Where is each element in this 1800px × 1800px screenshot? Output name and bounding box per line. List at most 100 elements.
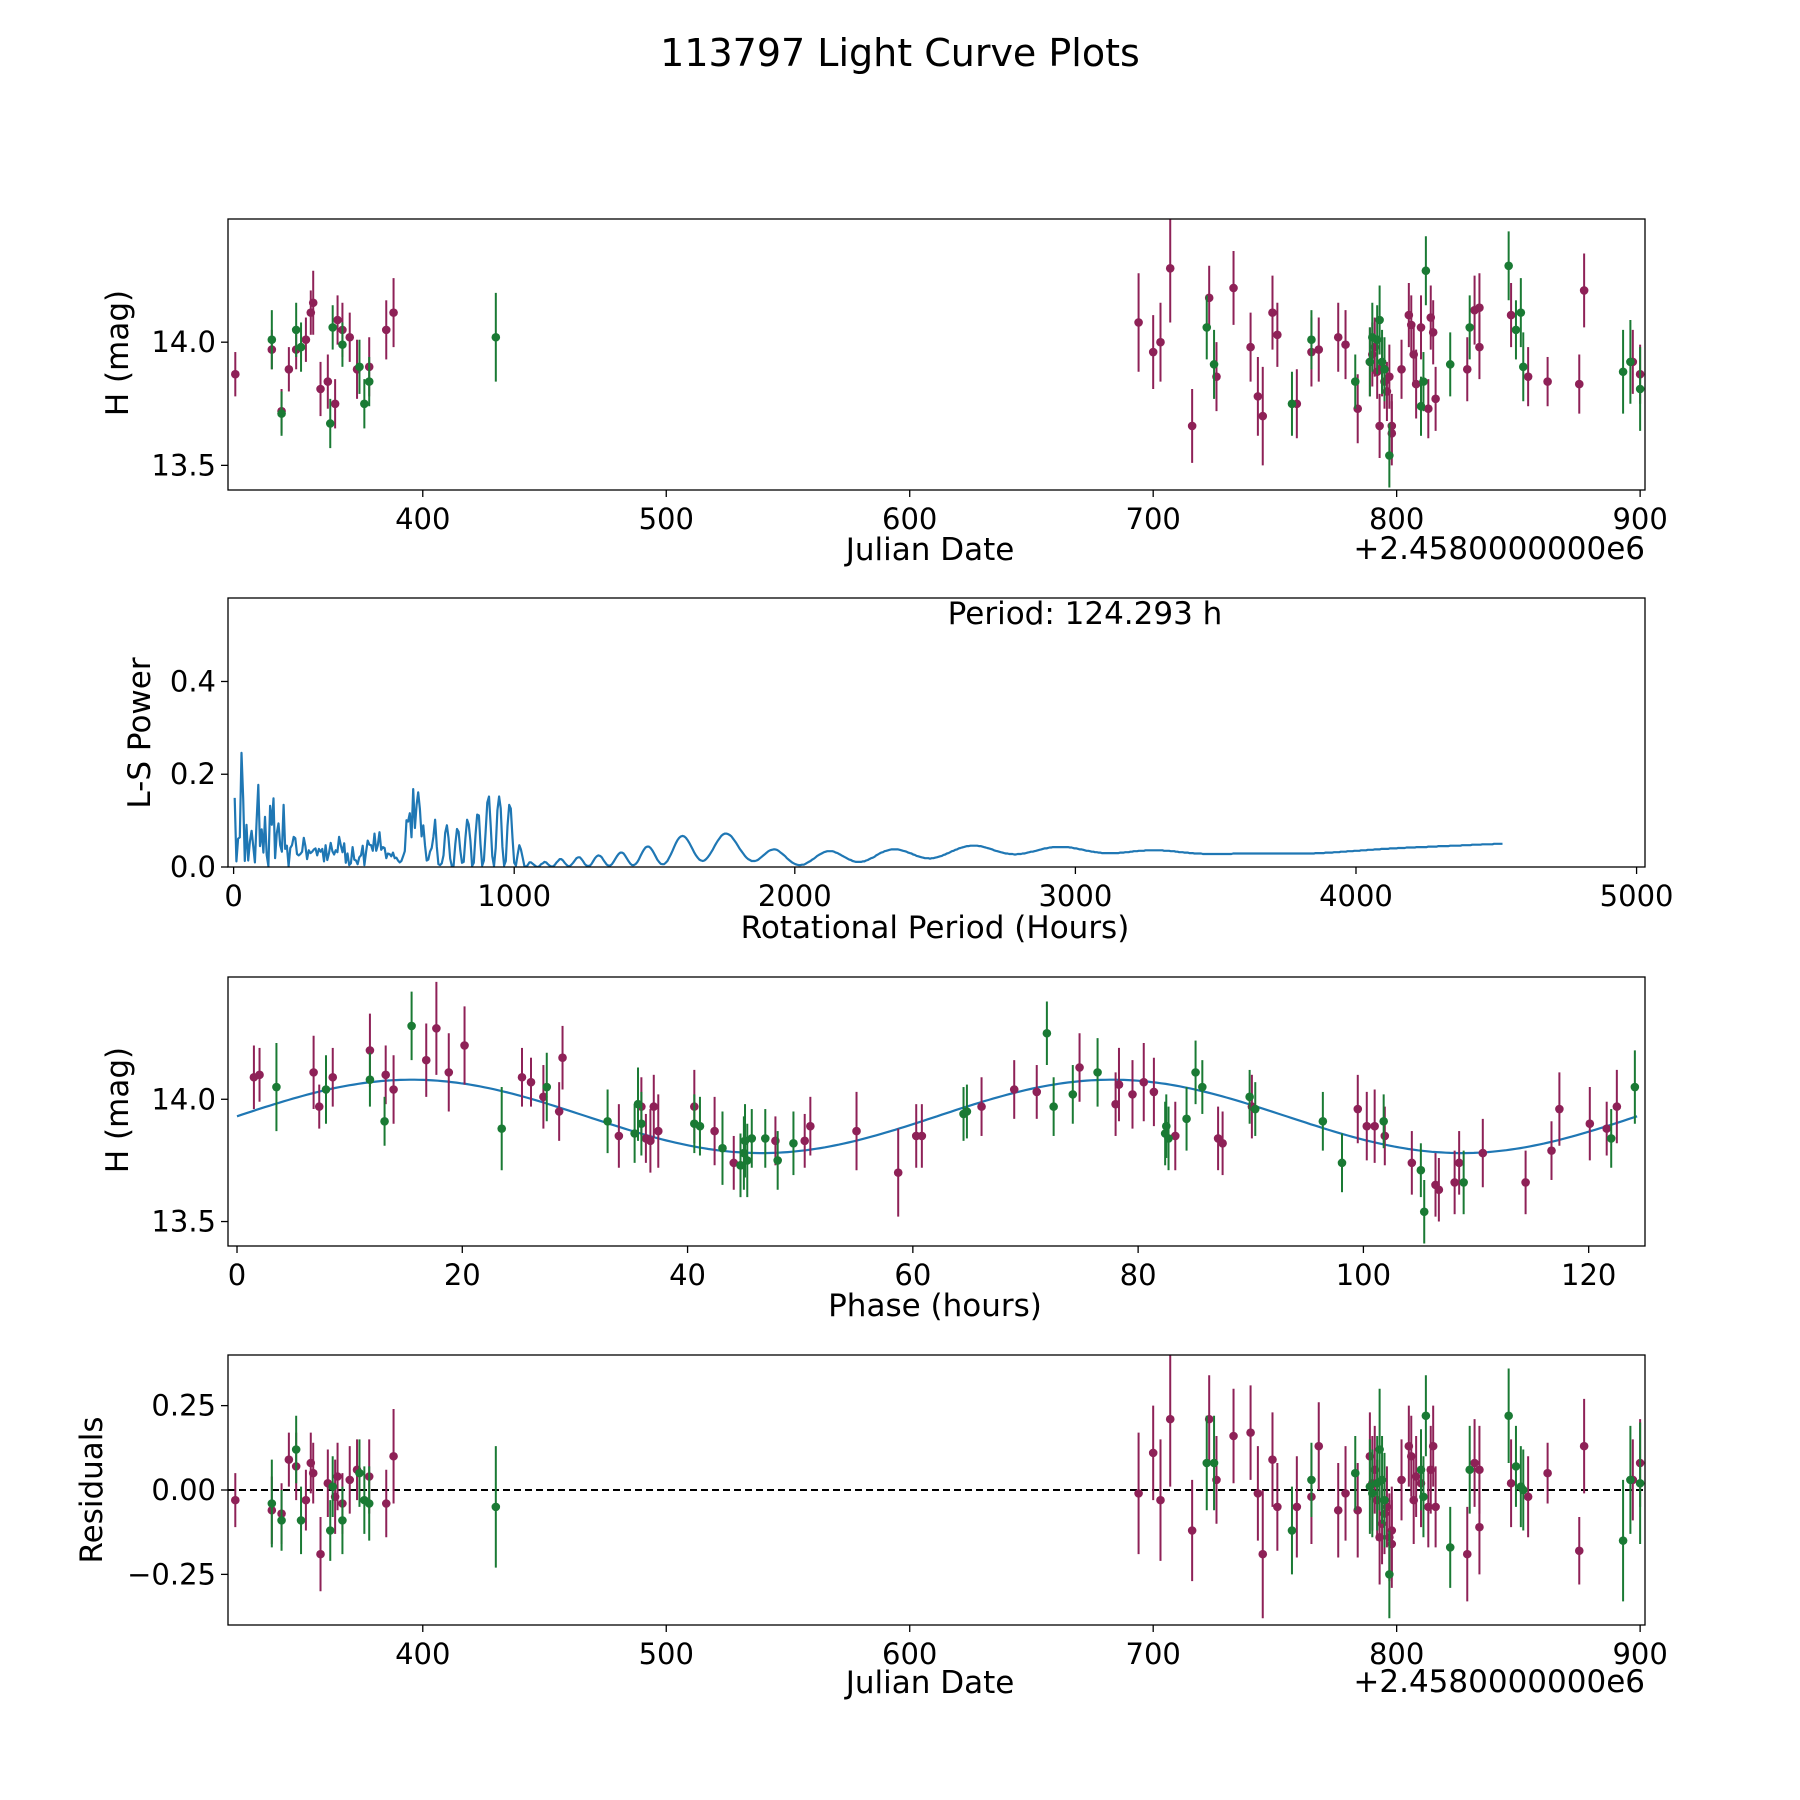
data-point bbox=[365, 1075, 375, 1085]
x-tick-label: 2000 bbox=[758, 879, 832, 913]
data-point bbox=[1268, 1455, 1277, 1464]
data-point bbox=[1187, 421, 1197, 431]
data-point bbox=[328, 323, 337, 332]
data-point bbox=[1032, 1087, 1042, 1097]
data-point bbox=[325, 1526, 335, 1535]
data-point bbox=[360, 399, 369, 409]
data-point bbox=[1156, 337, 1165, 347]
x-tick-label: 900 bbox=[1612, 502, 1667, 536]
data-point bbox=[1574, 1546, 1584, 1556]
data-point bbox=[1375, 315, 1384, 325]
data-point bbox=[649, 1102, 659, 1111]
data-point bbox=[1419, 1492, 1428, 1502]
data-point bbox=[421, 1055, 431, 1065]
data-point bbox=[1385, 1570, 1394, 1579]
data-point bbox=[1258, 411, 1268, 421]
residuals-y-label: Residuals bbox=[74, 1416, 110, 1563]
data-point bbox=[614, 1131, 624, 1141]
residuals-panel: 400 500 600 700 800 900 −0.25 0.00 0.25 Julian D… bbox=[74, 1354, 1668, 1701]
data-point bbox=[1229, 283, 1238, 293]
x-tick-label: 0 bbox=[224, 879, 242, 913]
data-point bbox=[1139, 1077, 1149, 1087]
data-point bbox=[1445, 1543, 1455, 1552]
data-point bbox=[328, 1072, 338, 1082]
data-point bbox=[355, 1468, 364, 1478]
data-point bbox=[760, 1134, 770, 1143]
data-point bbox=[284, 1455, 294, 1464]
data-point bbox=[1229, 1431, 1238, 1441]
data-point bbox=[1209, 1458, 1219, 1468]
data-point bbox=[316, 1549, 325, 1559]
data-point bbox=[1380, 364, 1389, 374]
y-tick-label: 0.0 bbox=[170, 850, 216, 884]
periodogram-panel: 0 1000 2000 3000 4000 5000 0.0 0.2 0.4 Rotationa… bbox=[122, 596, 1673, 946]
data-point bbox=[1370, 1121, 1379, 1131]
data-point bbox=[1187, 1526, 1197, 1535]
data-point bbox=[1250, 1104, 1260, 1114]
data-point bbox=[1618, 1536, 1628, 1545]
data-point bbox=[381, 1499, 391, 1508]
data-point bbox=[736, 1161, 745, 1170]
data-point bbox=[1218, 1138, 1227, 1148]
data-point bbox=[1516, 308, 1526, 317]
data-point bbox=[296, 342, 306, 352]
data-point bbox=[1093, 1068, 1102, 1077]
data-point bbox=[1202, 323, 1212, 332]
ls-axes-frame bbox=[227, 597, 1646, 868]
data-point bbox=[1341, 1489, 1350, 1498]
data-point bbox=[977, 1102, 986, 1111]
data-point bbox=[316, 384, 325, 394]
data-point bbox=[653, 1126, 663, 1136]
phase-axes-frame bbox=[227, 976, 1646, 1247]
data-point bbox=[1555, 1104, 1564, 1114]
data-point bbox=[1585, 1119, 1595, 1129]
data-point bbox=[355, 362, 364, 372]
data-point bbox=[460, 1041, 469, 1050]
data-point bbox=[800, 1136, 810, 1146]
data-point bbox=[542, 1082, 552, 1092]
data-point bbox=[1431, 1502, 1440, 1512]
data-point bbox=[364, 377, 374, 386]
data-point bbox=[1318, 1116, 1328, 1126]
x-tick-label: 100 bbox=[1336, 1258, 1391, 1292]
data-point bbox=[1341, 340, 1350, 349]
data-point bbox=[539, 1092, 548, 1102]
data-point bbox=[1164, 1134, 1173, 1143]
data-point bbox=[1148, 1448, 1158, 1458]
data-point bbox=[1246, 342, 1255, 352]
data-point bbox=[389, 1085, 398, 1094]
data-point bbox=[432, 1024, 441, 1033]
light-curve-y-label: H (mag) bbox=[100, 290, 136, 416]
data-point bbox=[1523, 372, 1533, 381]
data-point bbox=[1511, 1462, 1521, 1471]
data-point bbox=[267, 335, 277, 345]
data-point bbox=[389, 308, 398, 317]
data-point bbox=[1362, 1121, 1372, 1131]
data-point bbox=[1626, 357, 1635, 367]
periodogram-y-label: L-S Power bbox=[122, 657, 158, 808]
y-tick-label: 13.5 bbox=[151, 1205, 216, 1239]
data-point bbox=[773, 1156, 782, 1165]
data-point bbox=[231, 369, 240, 379]
data-point bbox=[695, 1121, 705, 1131]
data-point bbox=[1411, 379, 1421, 389]
data-point bbox=[1307, 335, 1316, 345]
x-tick-label: 500 bbox=[639, 502, 694, 536]
data-point bbox=[1475, 1465, 1484, 1475]
periodogram-plot-area: 0 1000 2000 3000 4000 5000 0.0 0.2 0.4 bbox=[170, 597, 1674, 913]
data-point bbox=[277, 1516, 286, 1525]
data-point bbox=[1421, 1411, 1431, 1421]
x-tick-label: 5000 bbox=[1600, 879, 1674, 913]
data-point bbox=[1253, 1489, 1263, 1498]
x-tick-label: 400 bbox=[395, 502, 450, 536]
data-point bbox=[1626, 1475, 1635, 1485]
data-point bbox=[1375, 421, 1384, 431]
data-point bbox=[1450, 1178, 1459, 1187]
data-point bbox=[1287, 399, 1297, 409]
data-point bbox=[308, 298, 318, 308]
data-point bbox=[554, 1107, 564, 1116]
data-point bbox=[1543, 1468, 1552, 1478]
data-point bbox=[1353, 1104, 1363, 1114]
data-point bbox=[1475, 342, 1484, 352]
residuals-plot-area: 400 500 600 700 800 900 −0.25 0.00 0.25 bbox=[127, 1354, 1668, 1671]
